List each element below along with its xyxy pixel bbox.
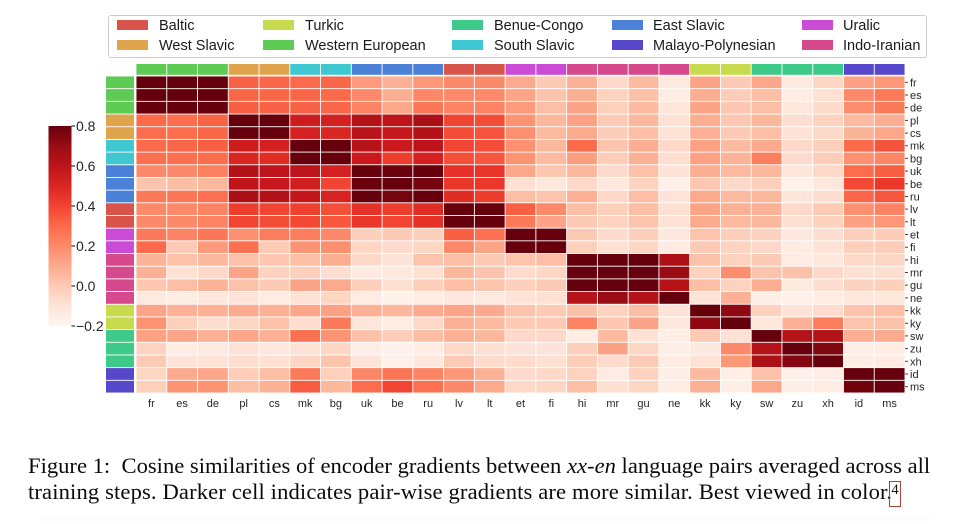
svg-text:be: be xyxy=(391,398,403,410)
svg-text:lv: lv xyxy=(910,204,918,216)
svg-text:hi: hi xyxy=(910,255,919,267)
svg-text:uk: uk xyxy=(910,166,922,178)
svg-text:xh: xh xyxy=(910,356,922,368)
svg-text:ms: ms xyxy=(882,398,897,410)
svg-text:hi: hi xyxy=(578,398,587,410)
svg-text:kk: kk xyxy=(910,306,922,318)
svg-text:0.0: 0.0 xyxy=(76,278,96,294)
svg-text:et: et xyxy=(516,398,525,410)
svg-text:ru: ru xyxy=(910,192,920,204)
svg-text:0.6: 0.6 xyxy=(76,158,96,174)
svg-text:mk: mk xyxy=(910,141,925,153)
svg-text:ky: ky xyxy=(730,398,742,410)
svg-text:ru: ru xyxy=(423,398,433,410)
svg-text:pl: pl xyxy=(910,115,919,127)
svg-text:gu: gu xyxy=(910,280,922,292)
svg-text:zu: zu xyxy=(791,398,803,410)
svg-text:zu: zu xyxy=(910,344,922,356)
svg-text:ms: ms xyxy=(910,382,925,394)
svg-text:sw: sw xyxy=(910,331,924,343)
svg-text:lt: lt xyxy=(487,398,493,410)
svg-text:uk: uk xyxy=(361,398,373,410)
svg-text:de: de xyxy=(910,103,922,115)
svg-text:ne: ne xyxy=(910,293,922,305)
svg-text:mr: mr xyxy=(606,398,619,410)
svg-text:fi: fi xyxy=(549,398,555,410)
svg-text:sw: sw xyxy=(760,398,774,410)
svg-text:ky: ky xyxy=(910,318,922,330)
svg-text:es: es xyxy=(910,90,922,102)
svg-text:lv: lv xyxy=(455,398,463,410)
svg-text:bg: bg xyxy=(910,153,922,165)
svg-text:be: be xyxy=(910,179,922,191)
svg-text:id: id xyxy=(855,398,864,410)
svg-text:0.2: 0.2 xyxy=(76,238,96,254)
svg-text:es: es xyxy=(176,398,188,410)
svg-text:xh: xh xyxy=(822,398,834,410)
svg-text:cs: cs xyxy=(910,128,922,140)
svg-text:pl: pl xyxy=(239,398,248,410)
svg-text:kk: kk xyxy=(700,398,712,410)
svg-text:cs: cs xyxy=(269,398,281,410)
svg-text:0.8: 0.8 xyxy=(76,118,96,134)
svg-text:mk: mk xyxy=(298,398,313,410)
svg-text:bg: bg xyxy=(330,398,342,410)
svg-text:fr: fr xyxy=(148,398,155,410)
svg-text:gu: gu xyxy=(637,398,649,410)
svg-text:mr: mr xyxy=(910,268,923,280)
svg-text:de: de xyxy=(207,398,219,410)
svg-text:0.4: 0.4 xyxy=(76,198,96,214)
svg-text:fr: fr xyxy=(910,77,917,89)
svg-text:et: et xyxy=(910,230,919,242)
svg-text:id: id xyxy=(910,369,919,381)
svg-text:ne: ne xyxy=(668,398,680,410)
svg-text:lt: lt xyxy=(910,217,916,229)
svg-text:fi: fi xyxy=(910,242,916,254)
svg-text:−0.2: −0.2 xyxy=(76,318,104,334)
